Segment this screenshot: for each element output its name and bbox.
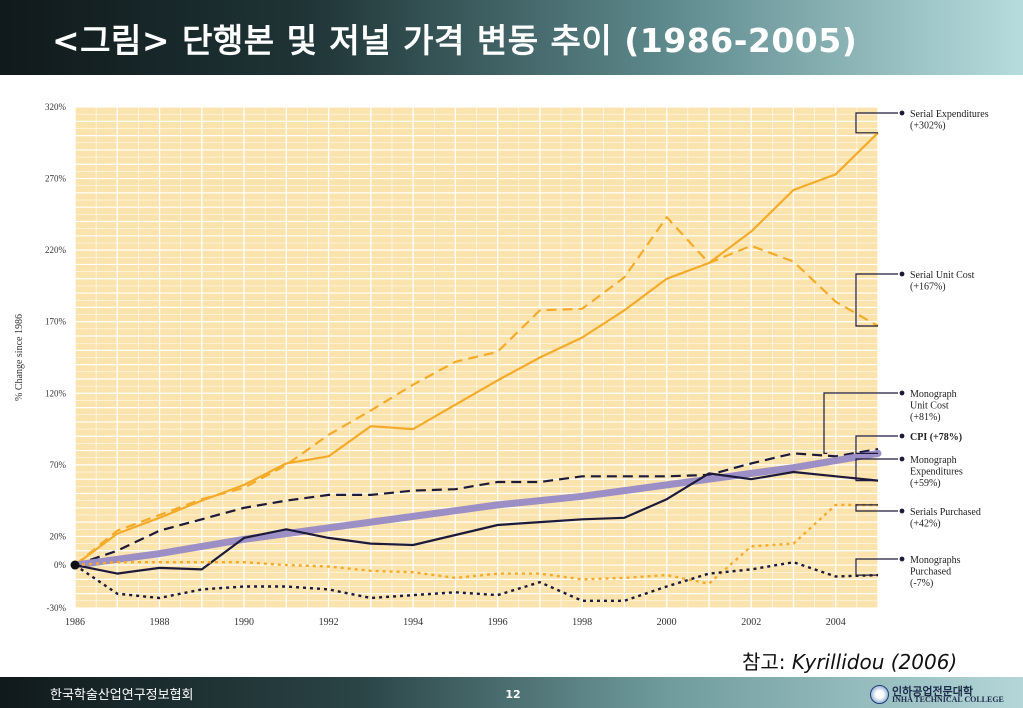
- legend-label: CPI (+78%): [910, 432, 962, 443]
- legend-leader-line: [855, 273, 898, 327]
- source-author: Kyrillidou (2006): [791, 650, 958, 674]
- legend-leader-line: [855, 504, 898, 512]
- legend-bullet: [899, 271, 905, 277]
- y-tick-label: 270%: [45, 174, 67, 184]
- source-citation: 참고: Kyrillidou (2006): [742, 646, 957, 675]
- organization-name: 한국학술산업연구정보협회: [50, 688, 194, 703]
- x-tick-label: 1994: [403, 617, 423, 628]
- series-line: [74, 470, 879, 575]
- college-seal-icon: [870, 685, 889, 704]
- y-axis-label: % Change since 1986: [14, 314, 25, 401]
- y-tick-label: 320%: [45, 102, 67, 112]
- x-tick-label: 2002: [741, 617, 761, 628]
- legend-bullet: [899, 433, 905, 439]
- logo-korean-text: 인하공업전문대학: [892, 685, 973, 698]
- college-logo: 인하공업전문대학 INHA TECHNICAL COLLEGE: [870, 683, 1018, 707]
- legend-leader-line: [855, 458, 898, 482]
- x-tick-label: 2004: [826, 617, 846, 628]
- legend-bullet: [899, 508, 905, 514]
- series-line: [71, 449, 882, 569]
- legend-leader-line: [855, 558, 898, 576]
- legend-bullet: [899, 390, 905, 396]
- legend-leader-line: [855, 112, 898, 134]
- legend-label: Monographs Purchased (-7%): [910, 555, 961, 589]
- legend-bullet: [899, 456, 905, 462]
- y-tick-label: -30%: [47, 603, 67, 613]
- x-tick-label: 1996: [488, 617, 508, 628]
- series-line: [74, 216, 879, 566]
- y-tick-label: 170%: [45, 317, 67, 327]
- origin-marker: [70, 560, 80, 570]
- legend-label: Serial Unit Cost (+167%): [910, 270, 975, 293]
- y-tick-label: 0%: [54, 560, 67, 570]
- legend-leader-line: [823, 392, 898, 454]
- legend-leader-line: [855, 435, 898, 454]
- x-tick-label: 2000: [657, 617, 677, 628]
- x-tick-label: 1992: [319, 617, 339, 628]
- legend-label: Monograph Unit Cost (+81%): [910, 389, 957, 423]
- page-number: 12: [505, 688, 521, 701]
- legend-label: Serial Expenditures (+302%): [910, 109, 989, 132]
- series-line: [74, 503, 878, 585]
- legend-bullet: [899, 110, 905, 116]
- x-tick-label: 1990: [234, 617, 254, 628]
- legend-bullet: [899, 556, 905, 562]
- y-tick-label: 20%: [50, 531, 67, 541]
- y-tick-label: 120%: [45, 388, 67, 398]
- slide-title: <그림> 단행본 및 저널 가격 변동 추이 (1986-2005): [52, 21, 858, 60]
- legend-label: Serials Purchased (+42%): [910, 507, 981, 530]
- legend-label: Monograph Expenditures (+59%): [910, 455, 963, 489]
- source-prefix: 참고:: [742, 650, 792, 674]
- x-tick-label: 1986: [65, 617, 85, 628]
- x-tick-label: 1988: [150, 617, 170, 628]
- y-tick-label: 70%: [50, 460, 67, 470]
- title-bar: [0, 0, 1023, 75]
- footer-bar: [0, 677, 1023, 708]
- logo-english-text: INHA TECHNICAL COLLEGE: [892, 695, 1004, 704]
- x-tick-label: 1998: [572, 617, 592, 628]
- y-tick-label: 220%: [45, 245, 67, 255]
